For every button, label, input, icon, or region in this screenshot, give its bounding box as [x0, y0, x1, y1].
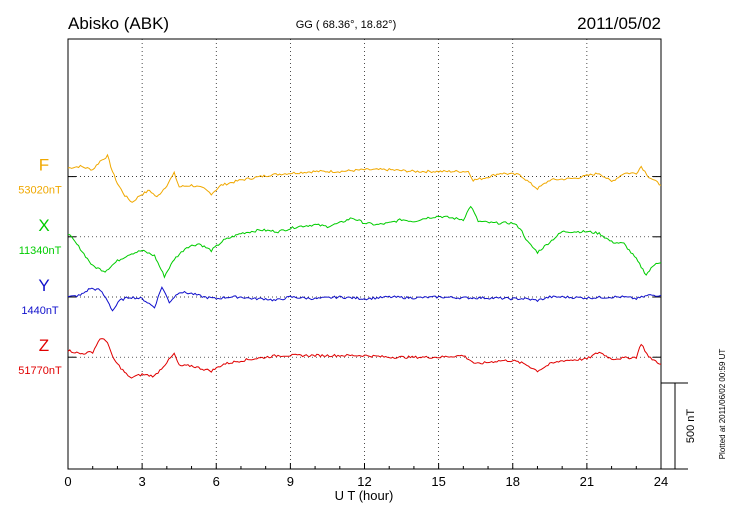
plotted-timestamp: Plotted at 2011/06/02 00:59 UT	[718, 349, 727, 460]
series-baseline-y: 1440nT	[21, 305, 59, 317]
series-line-f	[67, 153, 662, 203]
series-line-x	[67, 205, 662, 279]
x-tick-label: 21	[580, 474, 594, 489]
scale-bar: 500 nT	[661, 382, 697, 470]
series-name-y: Y	[38, 276, 49, 295]
x-axis-ticks: 0 3 6 9 12 15 18 21 24	[64, 463, 668, 489]
series-name-x: X	[38, 216, 49, 235]
series-line-z	[67, 338, 662, 379]
x-tick-label: 0	[64, 474, 71, 489]
series-baseline-x: 11340nT	[19, 245, 62, 257]
x-tick-label: 9	[287, 474, 294, 489]
x-axis-label: U T (hour)	[335, 488, 394, 503]
station-title: Abisko (ABK)	[68, 14, 169, 33]
series-line-y	[67, 286, 662, 312]
coordinates-label: GG ( 68.36°, 18.82°)	[296, 19, 397, 31]
series-labels: F 53020nT X 11340nT Y 1440nT Z 51770nT	[18, 156, 62, 378]
series-baseline-z: 51770nT	[18, 365, 62, 377]
x-tick-label: 3	[139, 474, 146, 489]
x-tick-label: 15	[431, 474, 445, 489]
series-baseline-f: 53020nT	[18, 185, 62, 197]
series-name-z: Z	[39, 336, 49, 355]
x-tick-label: 6	[213, 474, 220, 489]
x-tick-label: 24	[654, 474, 668, 489]
series-name-f: F	[39, 156, 49, 175]
grid-lines	[68, 39, 661, 469]
series-layer	[67, 153, 662, 379]
scale-bar-label: 500 nT	[685, 409, 697, 444]
x-tick-label: 12	[357, 474, 371, 489]
date-label: 2011/05/02	[577, 14, 661, 33]
x-tick-label: 18	[506, 474, 520, 489]
